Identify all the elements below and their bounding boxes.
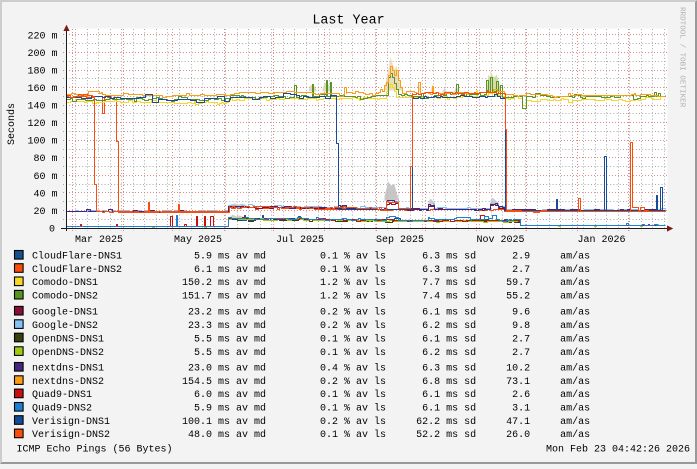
svg-text:Nov 2025: Nov 2025	[476, 235, 524, 246]
svg-text:Jan 2026: Jan 2026	[577, 235, 625, 246]
svg-text:Verisign-DNS2 48.0: Verisign-DNS2 48.0 ms av md 0.1 % av ls …	[32, 429, 590, 441]
svg-text:180 m: 180 m	[27, 67, 57, 78]
svg-text:ICMP Echo Pings (56 Bytes): ICMP Echo Pings (56 Bytes)	[17, 444, 173, 456]
svg-text:Jul 2025: Jul 2025	[276, 234, 324, 246]
svg-text:Mar 2025: Mar 2025	[75, 235, 123, 246]
svg-text:200 m: 200 m	[27, 49, 57, 60]
svg-text:CloudFlare-DNS1 5.9: CloudFlare-DNS1 5.9 ms av md 0.1 % av ls…	[32, 251, 590, 263]
svg-text:Last Year: Last Year	[312, 14, 384, 29]
svg-text:May 2025: May 2025	[174, 235, 222, 246]
svg-text:60 m: 60 m	[33, 172, 57, 183]
svg-text:Mon Feb 23 04:42:26 2026: Mon Feb 23 04:42:26 2026	[546, 444, 690, 456]
svg-text:RRDTOOL / TOBI OETIKER: RRDTOOL / TOBI OETIKER	[678, 7, 686, 108]
svg-text:Sep 2025: Sep 2025	[376, 235, 424, 246]
svg-text:Google-DNS1 23.2: Google-DNS1 23.2 ms av md 0.2 % av ls 6.…	[32, 307, 590, 319]
svg-text:Google-DNS2 23.3: Google-DNS2 23.3 ms av md 0.2 % av ls 6.…	[32, 320, 590, 332]
svg-text:0: 0	[49, 224, 55, 235]
svg-text:120 m: 120 m	[27, 119, 57, 130]
svg-text:nextdns-DNS2 154.5: nextdns-DNS2 154.5 ms av md 0.2 % av ls …	[32, 376, 590, 388]
svg-text:220 m: 220 m	[27, 31, 57, 42]
svg-text:Seconds: Seconds	[6, 103, 18, 145]
svg-text:nextdns-DNS1 23.0: nextdns-DNS1 23.0 ms av md 0.4 % av ls 6…	[32, 363, 590, 375]
svg-text:40 m: 40 m	[33, 189, 57, 200]
svg-text:OpenDNS-DNS2 5.5: OpenDNS-DNS2 5.5 ms av md 0.1 % av ls 6.…	[32, 347, 590, 359]
svg-text:OpenDNS-DNS1 5.5: OpenDNS-DNS1 5.5 ms av md 0.1 % av ls 6.…	[32, 333, 590, 345]
svg-text:Verisign-DNS1 100.1: Verisign-DNS1 100.1 ms av md 0.2 % av ls…	[32, 416, 590, 428]
svg-text:Comodo-DNS2 151.7: Comodo-DNS2 151.7 ms av md 1.2 % av ls 7…	[32, 291, 590, 303]
svg-text:20 m: 20 m	[33, 207, 57, 218]
svg-text:Comodo-DNS1 150.2: Comodo-DNS1 150.2 ms av md 1.2 % av ls 7…	[32, 277, 590, 289]
svg-text:100 m: 100 m	[27, 137, 57, 148]
svg-text:140 m: 140 m	[27, 102, 57, 113]
svg-text:160 m: 160 m	[27, 84, 57, 95]
svg-text:CloudFlare-DNS2 6.1: CloudFlare-DNS2 6.1 ms av md 0.1 % av ls…	[32, 264, 590, 276]
svg-text:Quad9-DNS1 6.0: Quad9-DNS1 6.0 ms av md 0.1 % av ls 6.1 …	[32, 389, 590, 401]
svg-text:Quad9-DNS2 5.9: Quad9-DNS2 5.9 ms av md 0.1 % av ls 6.1 …	[32, 403, 590, 415]
svg-text:80 m: 80 m	[33, 154, 57, 165]
